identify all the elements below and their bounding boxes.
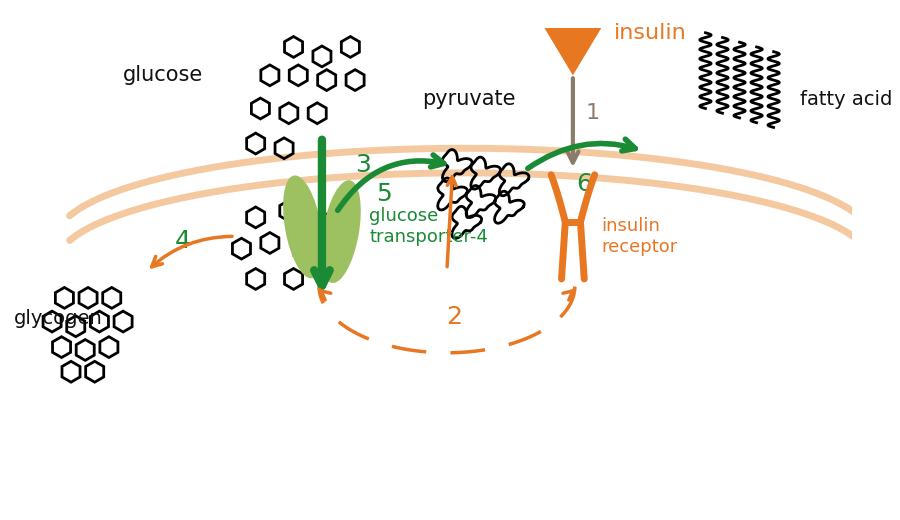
- Text: glycogen: glycogen: [14, 309, 103, 328]
- Text: pyruvate: pyruvate: [422, 89, 516, 109]
- Text: 2: 2: [446, 305, 463, 329]
- Polygon shape: [544, 28, 601, 75]
- Text: insulin
receptor: insulin receptor: [601, 217, 678, 256]
- Text: 5: 5: [375, 181, 392, 206]
- Text: insulin: insulin: [614, 23, 687, 43]
- Text: 3: 3: [356, 153, 371, 177]
- Ellipse shape: [321, 180, 361, 283]
- Text: glucose: glucose: [123, 66, 203, 85]
- Text: 1: 1: [585, 103, 599, 123]
- Text: glucose
transporter-4: glucose transporter-4: [369, 207, 488, 246]
- Ellipse shape: [284, 175, 323, 278]
- Text: 6: 6: [576, 172, 592, 196]
- Text: 4: 4: [175, 229, 191, 253]
- Text: fatty acid: fatty acid: [800, 89, 893, 109]
